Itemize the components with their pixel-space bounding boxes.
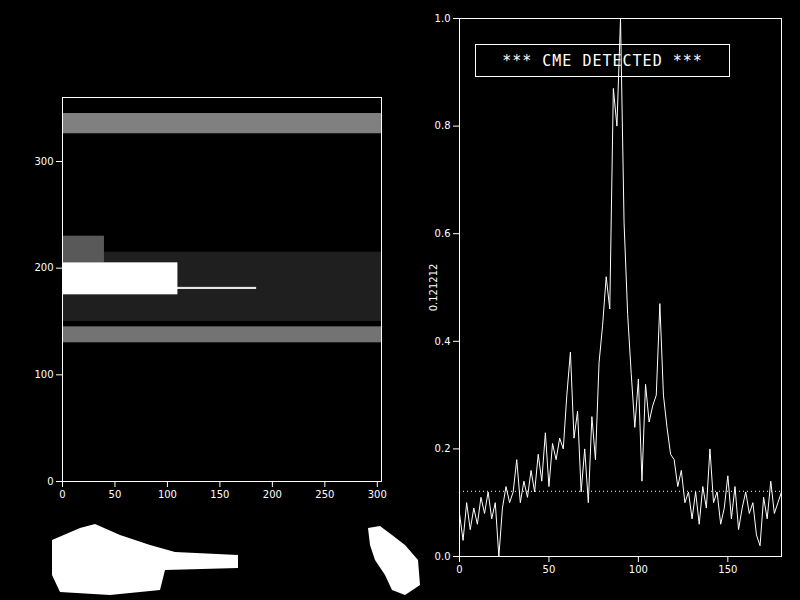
svg-text:200: 200 xyxy=(263,489,282,500)
svg-text:100: 100 xyxy=(629,564,648,575)
svg-text:0.0: 0.0 xyxy=(435,551,451,562)
svg-text:0.4: 0.4 xyxy=(435,336,451,347)
svg-text:0.6: 0.6 xyxy=(435,228,451,239)
svg-text:0: 0 xyxy=(59,489,65,500)
svg-text:0.8: 0.8 xyxy=(435,120,451,131)
svg-text:100: 100 xyxy=(34,369,53,380)
svg-text:300: 300 xyxy=(34,156,53,167)
svg-text:200: 200 xyxy=(34,262,53,273)
svg-text:150: 150 xyxy=(718,564,737,575)
svg-text:0.2: 0.2 xyxy=(435,443,451,454)
svg-text:250: 250 xyxy=(315,489,334,500)
svg-text:50: 50 xyxy=(543,564,556,575)
svg-text:100: 100 xyxy=(158,489,177,500)
svg-text:0.121212: 0.121212 xyxy=(428,264,439,312)
svg-text:150: 150 xyxy=(210,489,229,500)
svg-text:300: 300 xyxy=(368,489,387,500)
svg-text:1.0: 1.0 xyxy=(435,13,451,24)
svg-text:0: 0 xyxy=(456,564,462,575)
svg-text:50: 50 xyxy=(109,489,122,500)
svg-text:0: 0 xyxy=(47,476,53,487)
html-text:*** CME DETECTED ***: *** CME DETECTED *** xyxy=(502,52,703,70)
